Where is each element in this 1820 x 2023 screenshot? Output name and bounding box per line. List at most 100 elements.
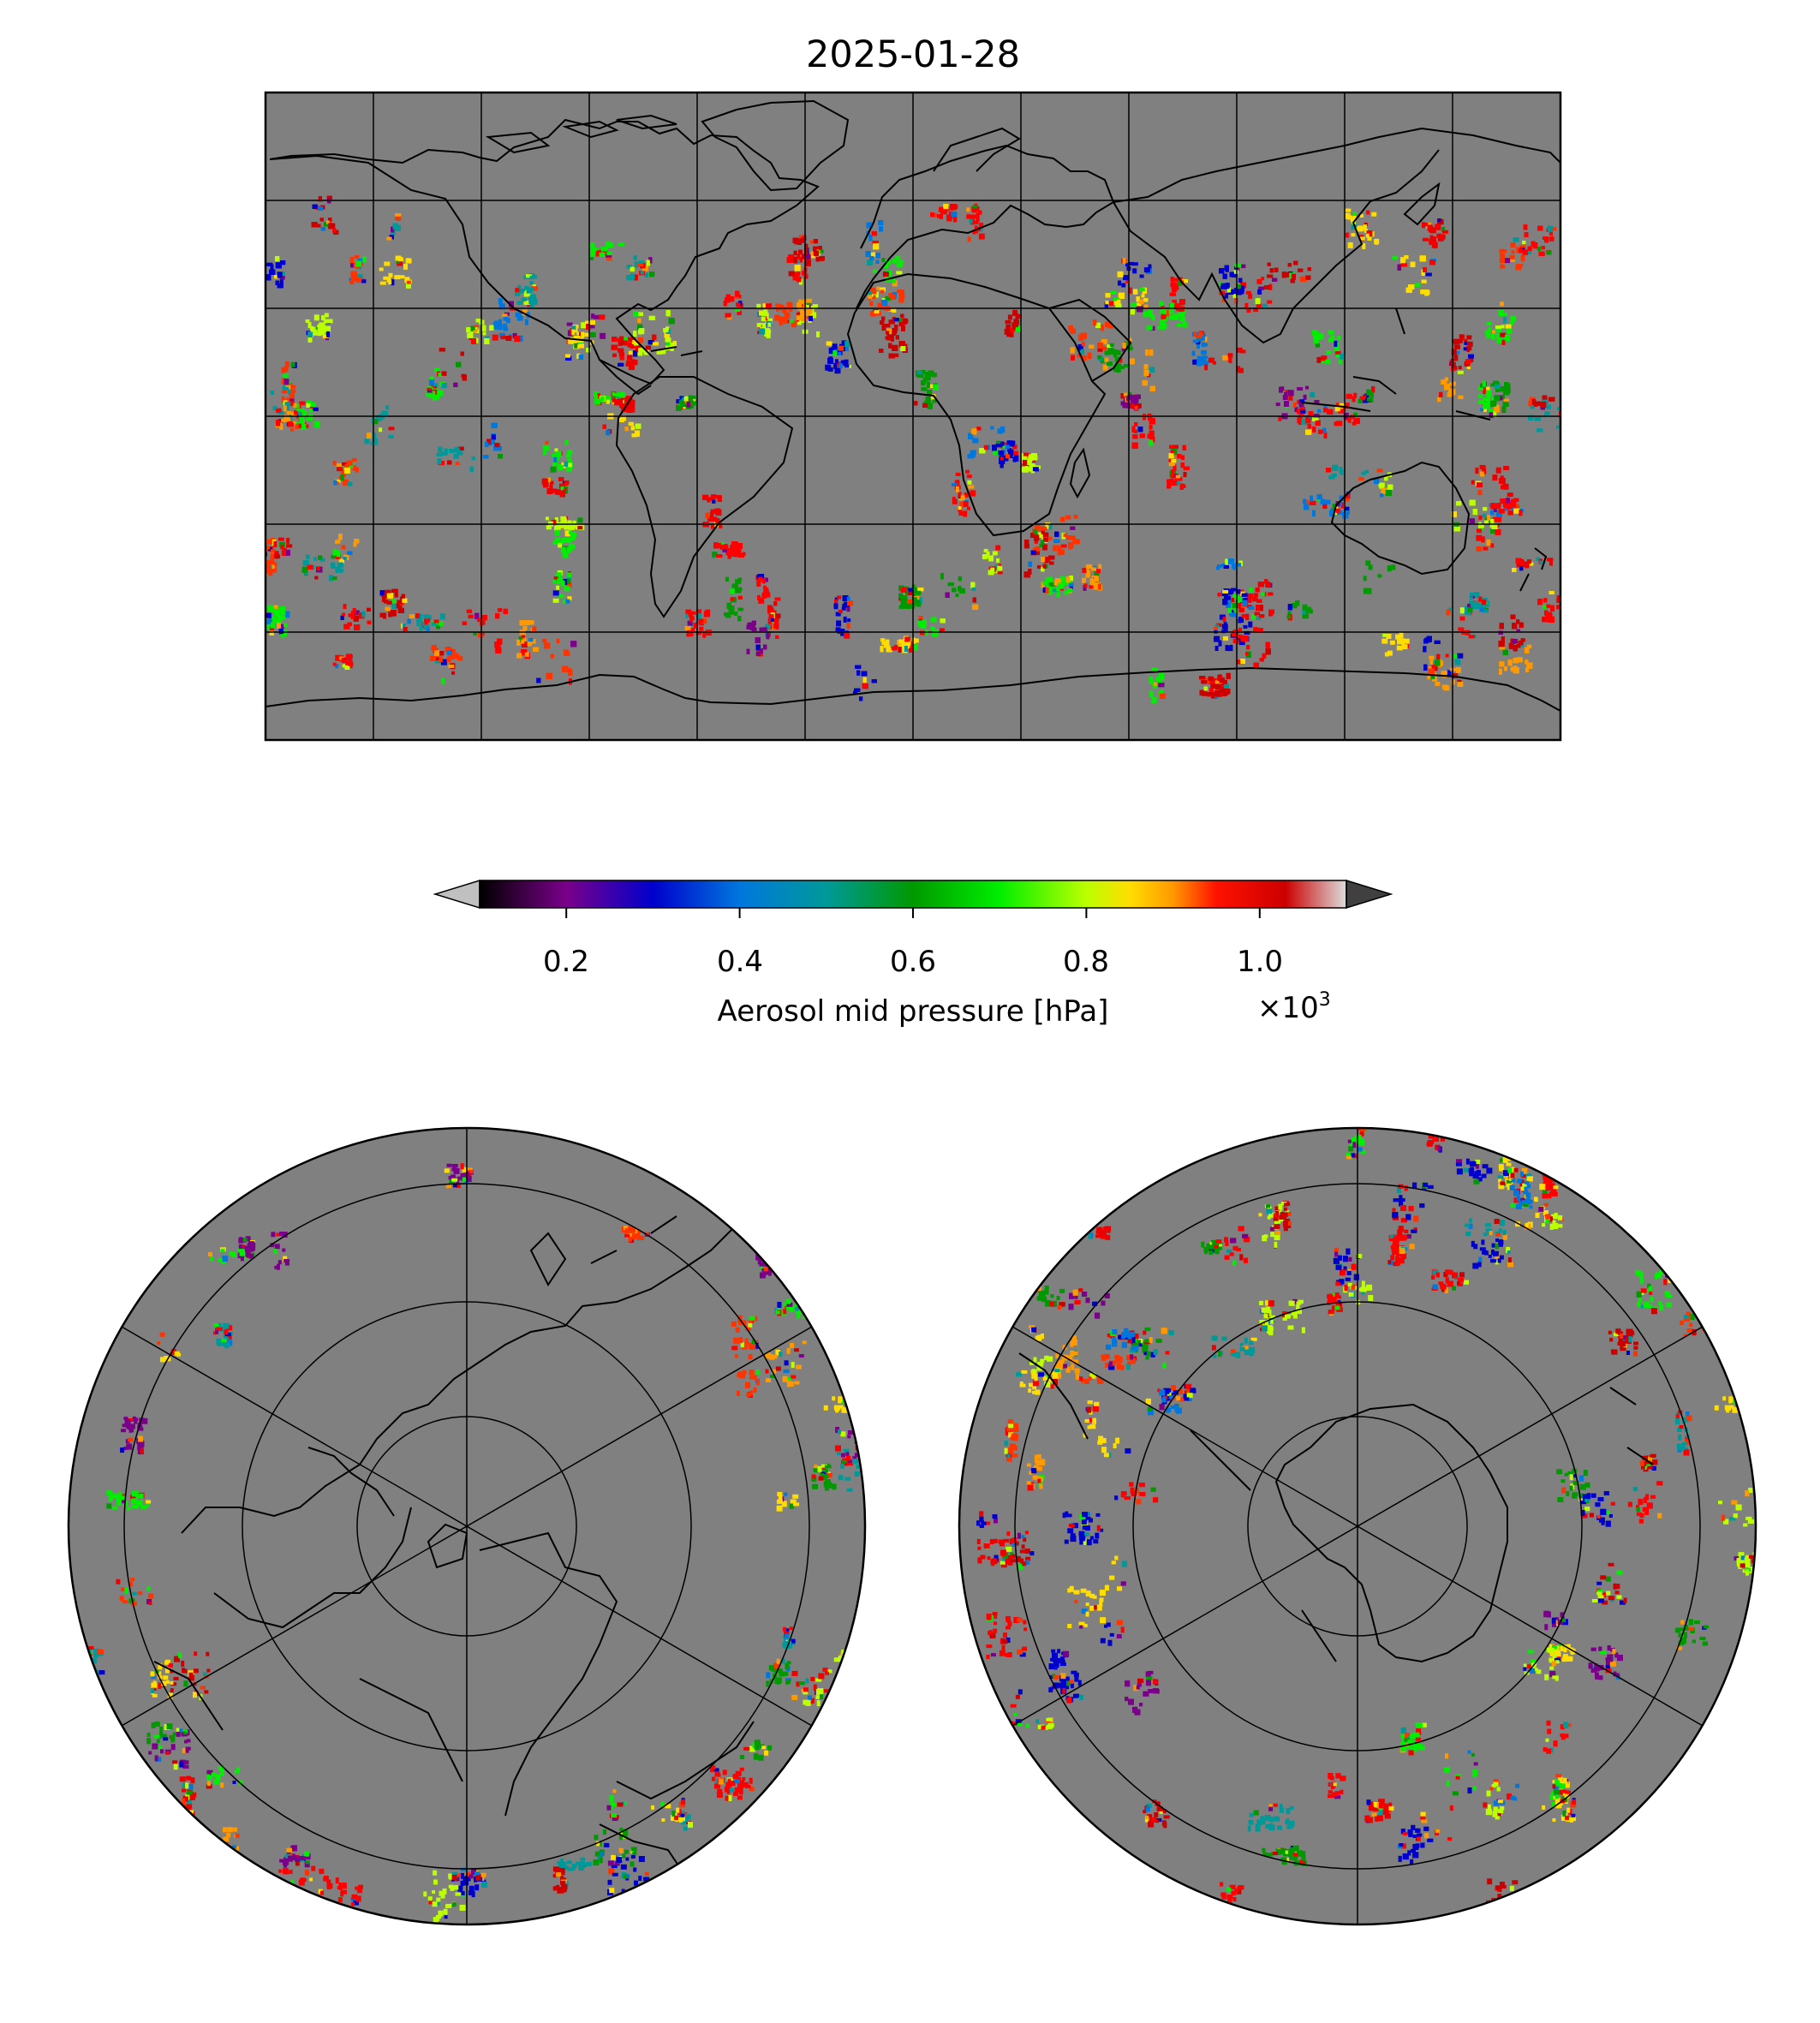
aerosol-pixel (958, 492, 962, 498)
aerosol-pixel (810, 312, 817, 319)
aerosol-pixel (1441, 234, 1446, 240)
aerosol-pixel (1236, 347, 1243, 353)
aerosol-pixel (834, 367, 841, 374)
aerosol-pixel (1122, 257, 1126, 264)
aerosol-pixel (1268, 283, 1273, 290)
aerosol-pixel (343, 657, 348, 661)
aerosol-pixel (498, 298, 503, 305)
aerosol-pixel (1509, 254, 1515, 260)
aerosol-pixel (759, 328, 766, 335)
aerosol-pixel (1482, 380, 1486, 387)
aerosol-pixel (1005, 319, 1011, 324)
aerosol-pixel (1004, 328, 1008, 335)
aerosol-pixel (289, 385, 293, 391)
aerosol-pixel (594, 314, 600, 319)
aerosol-pixel (1477, 528, 1482, 534)
aerosol-pixel (896, 271, 903, 275)
aerosol-pixel (566, 546, 571, 553)
aerosol-pixel (319, 322, 325, 326)
aerosol-pixel (881, 258, 886, 262)
aerosol-pixel (983, 548, 988, 552)
aerosol-pixel (1495, 332, 1500, 338)
aerosol-pixel (1202, 336, 1208, 342)
aerosol-pixel (683, 396, 689, 402)
aerosol-pixel (970, 215, 975, 220)
aerosol-pixel (1094, 570, 1100, 577)
aerosol-pixel (1196, 355, 1203, 361)
aerosol-pixel (1458, 627, 1465, 631)
aerosol-pixel (841, 340, 847, 347)
aerosol-pixel (876, 286, 880, 290)
aerosol-pixel (545, 516, 549, 521)
aerosol-pixel (343, 479, 349, 486)
aerosol-pixel (606, 399, 611, 404)
aerosol-pixel (1196, 344, 1200, 349)
aerosol-pixel (336, 462, 343, 467)
aerosol-pixel (429, 379, 434, 386)
aerosol-pixel (827, 367, 833, 372)
aerosol-pixel (1464, 339, 1468, 343)
aerosol-pixel (1245, 290, 1251, 295)
aerosol-pixel (554, 448, 558, 452)
aerosol-pixel (440, 659, 447, 665)
aerosol-pixel (1244, 302, 1249, 309)
aerosol-pixel (1313, 335, 1320, 340)
aerosol-pixel (499, 332, 506, 338)
aerosol-pixel (1483, 407, 1487, 412)
aerosol-pixel (1204, 364, 1208, 371)
aerosol-pixel (836, 620, 842, 627)
aerosol-pixel (1139, 274, 1144, 278)
aerosol-pixel (1113, 350, 1117, 357)
figure-title: 2025-01-28 (806, 33, 1020, 76)
aerosol-pixel (557, 465, 564, 471)
aerosol-pixel (281, 396, 285, 403)
aerosol-pixel (551, 519, 557, 523)
aerosol-pixel (1565, 402, 1571, 408)
aerosol-pixel (1213, 678, 1217, 682)
aerosol-pixel (419, 625, 423, 631)
aerosol-pixel (1262, 303, 1268, 308)
aerosol-pixel (1486, 539, 1491, 546)
aerosol-pixel (1437, 235, 1444, 242)
aerosol-pixel (1123, 275, 1129, 281)
aerosol-pixel (492, 325, 498, 330)
aerosol-pixel (1253, 307, 1259, 313)
aerosol-pixel (1094, 582, 1101, 587)
aerosol-pixel (1214, 624, 1220, 628)
aerosol-pixel (566, 582, 572, 588)
aerosol-pixel (560, 546, 566, 553)
aerosol-pixel (846, 623, 850, 630)
aerosol-pixel (421, 621, 427, 626)
aerosol-pixel (1227, 646, 1233, 652)
aerosol-pixel (1437, 218, 1441, 223)
aerosol-pixel (1091, 567, 1096, 571)
aerosol-pixel (289, 397, 295, 403)
aerosol-pixel (1486, 331, 1490, 338)
aerosol-pixel (1396, 645, 1403, 651)
aerosol-pixel (761, 578, 766, 584)
aerosol-pixel (567, 462, 572, 468)
aerosol-pixel (1311, 330, 1318, 337)
aerosol-pixel (761, 317, 766, 321)
aerosol-pixel (1510, 315, 1517, 322)
aerosol-pixel (761, 592, 767, 599)
aerosol-pixel (341, 657, 345, 662)
aerosol-pixel (310, 326, 316, 332)
aerosol-pixel (1298, 401, 1304, 408)
aerosol-pixel (1429, 655, 1435, 659)
aerosol-pixel (680, 401, 684, 405)
aerosol-pixel (1371, 212, 1377, 217)
aerosol-pixel (966, 474, 972, 479)
aerosol-pixel (699, 620, 704, 626)
aerosol-pixel (321, 329, 325, 336)
aerosol-pixel (379, 281, 386, 285)
aerosol-pixel (797, 321, 802, 325)
aerosol-pixel (1284, 401, 1289, 407)
aerosol-pixel (763, 309, 768, 314)
aerosol-pixel (332, 662, 337, 666)
aerosol-pixel (423, 614, 429, 619)
aerosol-pixel (612, 392, 618, 397)
aerosol-pixel (697, 613, 702, 620)
aerosol-pixel (1117, 271, 1124, 277)
aerosol-pixel (1453, 355, 1459, 361)
